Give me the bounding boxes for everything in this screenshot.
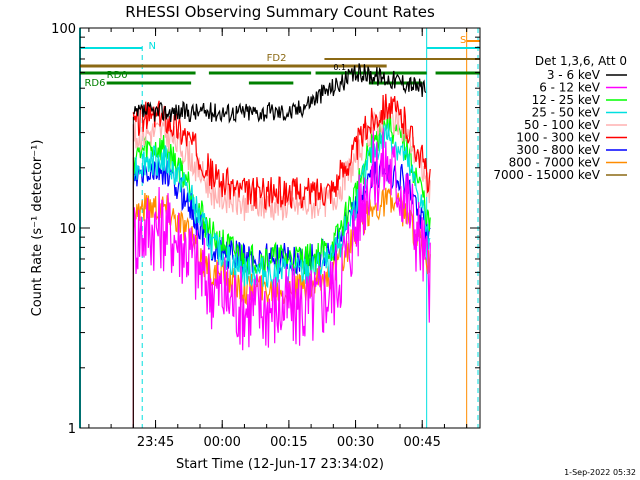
series-4-line [133, 100, 431, 221]
annotation-rd6: RD6 [84, 78, 105, 89]
y-tick-label-2: 100 [51, 22, 76, 37]
legend-label-8: 7000 - 15000 keV [493, 168, 600, 182]
series-0-line [133, 63, 427, 124]
annotation-fd2: FD2 [267, 53, 287, 64]
legend-label-0: 3 - 6 keV [547, 68, 601, 82]
x-tick-label-3: 00:30 [337, 435, 374, 450]
series-7-line [132, 187, 431, 306]
legend-label-4: 50 - 100 keV [524, 118, 601, 132]
legend-label-3: 25 - 50 keV [532, 106, 601, 120]
y-axis-label: Count Rate (s⁻¹ detector⁻¹) [30, 140, 45, 317]
x-tick-label-1: 00:00 [203, 435, 240, 450]
series-layer [132, 63, 431, 428]
legend-label-2: 12 - 25 keV [532, 93, 601, 107]
annotation-rd0: RD0 [107, 70, 128, 81]
y-tick-label-0: 1 [68, 422, 76, 437]
series-1-line [132, 127, 431, 351]
legend-header: Det 1,3,6, Att 0 [535, 54, 627, 68]
x-tick-label-0: 23:45 [137, 435, 174, 450]
x-axis-label: Start Time (12-Jun-17 23:34:02) [176, 457, 384, 472]
annotation-01: 0.1 [333, 63, 346, 72]
annotation-s: S [460, 35, 466, 46]
legend-label-5: 100 - 300 keV [516, 131, 600, 145]
series-5-line [132, 93, 431, 211]
legend-label-1: 6 - 12 keV [539, 81, 601, 95]
annotation-n: N [148, 41, 155, 52]
footer-timestamp: 1-Sep-2022 05:32 [564, 468, 636, 477]
y-axis-ticks: 1 10 100 [51, 22, 480, 437]
y-tick-label-1: 10 [59, 222, 76, 237]
chart-title: RHESSI Observing Summary Count Rates [125, 3, 435, 21]
x-tick-label-2: 00:15 [270, 435, 307, 450]
series-3-line [132, 123, 431, 289]
legend-label-7: 800 - 7000 keV [509, 156, 601, 170]
legend-label-6: 300 - 800 keV [516, 143, 600, 157]
x-axis-ticks: 23:45 00:00 00:15 00:30 00:45 [88, 28, 468, 450]
x-tick-label-4: 00:45 [403, 435, 440, 450]
